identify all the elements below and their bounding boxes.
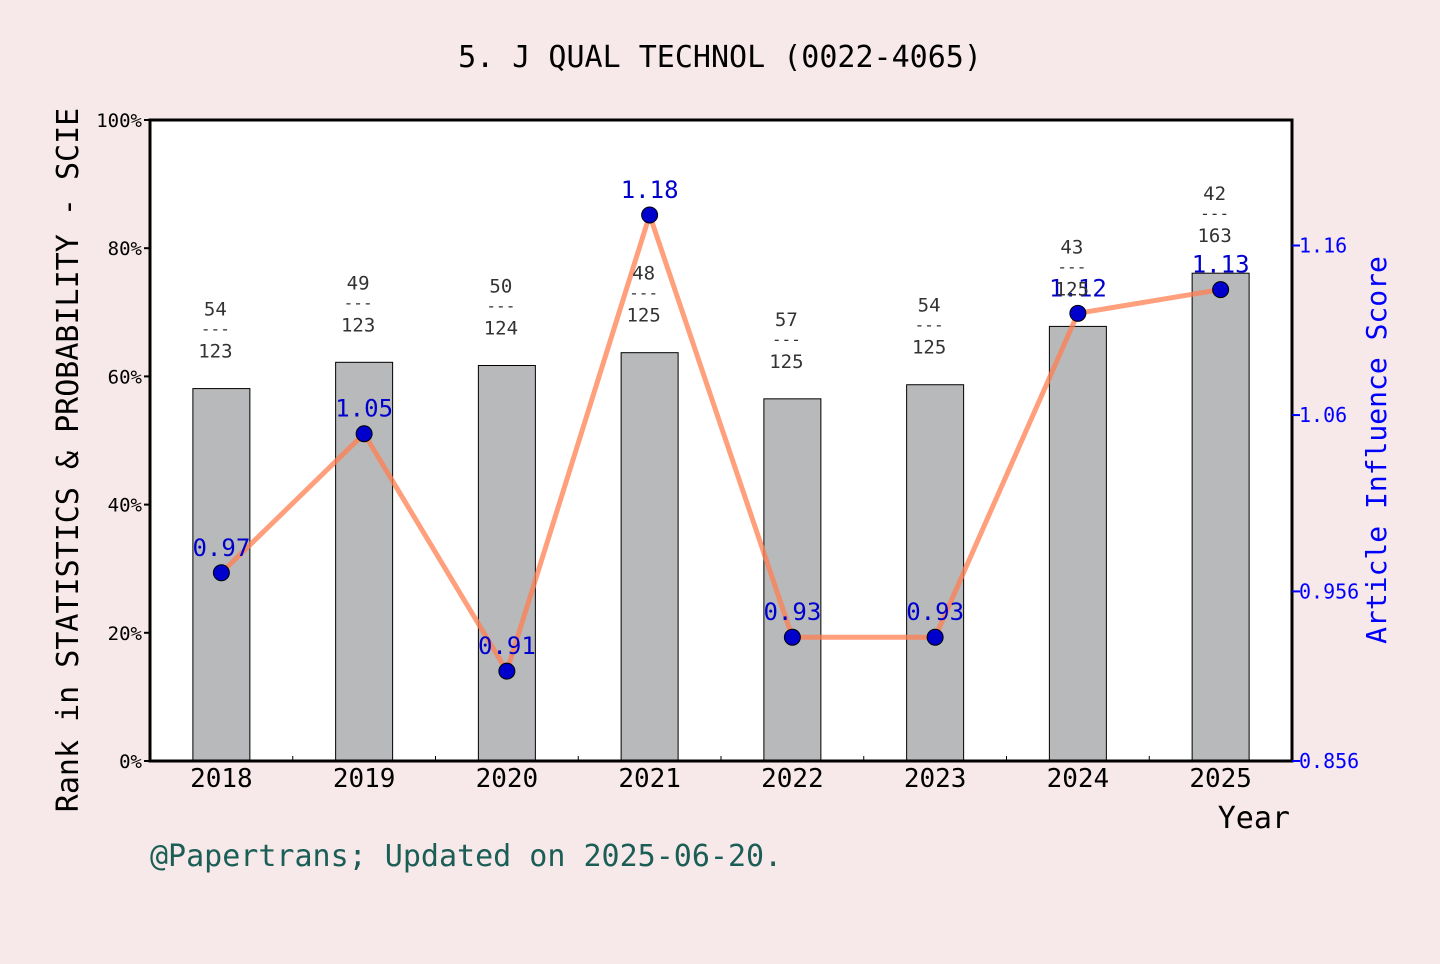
- left-tick-label: 0%: [119, 751, 142, 773]
- point-label-2023: 0.93: [906, 598, 964, 626]
- rank-value-2023: 54: [918, 295, 941, 317]
- bar-2025: [1191, 272, 1250, 762]
- rank-value-2024: 43: [1060, 236, 1083, 258]
- bar-series: [192, 272, 1250, 762]
- x-axis: 2018 2019 2020 2021 2022 2023 2024 2025: [190, 756, 1252, 794]
- x-tick-label: 2025: [1189, 764, 1252, 794]
- footer-note: @Papertrans; Updated on 2025-06-20.: [150, 839, 782, 874]
- bar-2024: [1048, 325, 1107, 762]
- left-axis: 0% 20% 40% 60% 80% 100%: [96, 110, 150, 773]
- bar-2023: [906, 384, 965, 762]
- rank-value-2025: 42: [1203, 183, 1226, 205]
- point-2022: [783, 628, 801, 646]
- rank-total-2023: 125: [912, 337, 946, 359]
- right-tick-label: 1.06: [1299, 403, 1347, 427]
- x-axis-label: Year: [1218, 801, 1290, 836]
- rank-total-2021: 125: [626, 305, 660, 327]
- rank-total-2020: 124: [484, 318, 518, 340]
- point-label-2021: 1.18: [621, 176, 679, 204]
- rank-separator-2024: ---: [1057, 257, 1086, 276]
- rank-value-2019: 49: [347, 272, 370, 294]
- rank-separator-2021: ---: [629, 284, 658, 303]
- rank-value-2018: 54: [204, 299, 227, 321]
- chart-title: 5. J QUAL TECHNOL (0022-4065): [458, 40, 982, 75]
- rank-total-2024: 125: [1055, 278, 1089, 300]
- x-tick-label: 2022: [761, 764, 824, 794]
- point-label-2020: 0.91: [478, 632, 536, 660]
- rank-total-2022: 125: [769, 351, 803, 373]
- x-tick-label: 2018: [190, 764, 253, 794]
- rank-total-2018: 123: [198, 341, 232, 363]
- point-2025: [1212, 281, 1230, 299]
- line-series: 0.97 1.05 0.91 1.18 0.93 0.93 1.12 1.13: [192, 176, 1250, 680]
- x-tick-label: 2021: [618, 764, 681, 794]
- right-tick-label: 0.956: [1299, 579, 1359, 603]
- left-tick-label: 20%: [108, 623, 143, 645]
- rank-separator-2023: ---: [915, 316, 944, 335]
- rank-value-2020: 50: [489, 276, 512, 298]
- point-2024: [1069, 304, 1087, 322]
- point-2021: [641, 206, 659, 224]
- rank-separator-2020: ---: [486, 297, 515, 316]
- left-tick-label: 40%: [108, 495, 143, 517]
- right-tick-label: 0.856: [1299, 749, 1359, 773]
- bar-2021: [620, 352, 679, 762]
- point-2020: [498, 662, 516, 680]
- left-tick-label: 60%: [108, 366, 143, 388]
- left-tick-label: 80%: [108, 238, 143, 260]
- rank-value-2021: 48: [632, 263, 655, 285]
- rank-value-2022: 57: [775, 309, 798, 331]
- rank-separator-2018: ---: [201, 320, 230, 339]
- x-tick-label: 2019: [333, 764, 396, 794]
- y-axis-label-left: Rank in STATISTICS & PROBABILITY - SCIE: [51, 108, 86, 812]
- plot-area: [150, 120, 1292, 761]
- right-tick-label: 1.16: [1299, 233, 1347, 257]
- influence-line: [219, 212, 1222, 674]
- point-label-2022: 0.93: [763, 598, 821, 626]
- point-2019: [355, 425, 373, 443]
- x-tick-label: 2020: [476, 764, 539, 794]
- right-axis: 0.856 0.956 1.06 1.16: [1292, 233, 1359, 773]
- point-2018: [212, 564, 230, 582]
- point-label-2019: 1.05: [335, 395, 393, 423]
- bar-2020: [477, 365, 536, 762]
- x-tick-label: 2024: [1047, 764, 1110, 794]
- rank-separator-2025: ---: [1200, 204, 1229, 223]
- rank-total-2019: 123: [341, 314, 375, 336]
- point-label-2024: 1.12: [1049, 274, 1107, 302]
- rank-total-2025: 163: [1197, 225, 1231, 247]
- point-2023: [926, 628, 944, 646]
- y-axis-label-right: Article Influence Score: [1360, 256, 1393, 644]
- rank-separator-2019: ---: [344, 293, 373, 312]
- point-label-2018: 0.97: [192, 534, 250, 562]
- left-tick-label: 100%: [96, 110, 142, 132]
- x-tick-label: 2023: [904, 764, 967, 794]
- rank-separator-2022: ---: [772, 330, 801, 349]
- point-label-2025: 1.13: [1192, 251, 1250, 279]
